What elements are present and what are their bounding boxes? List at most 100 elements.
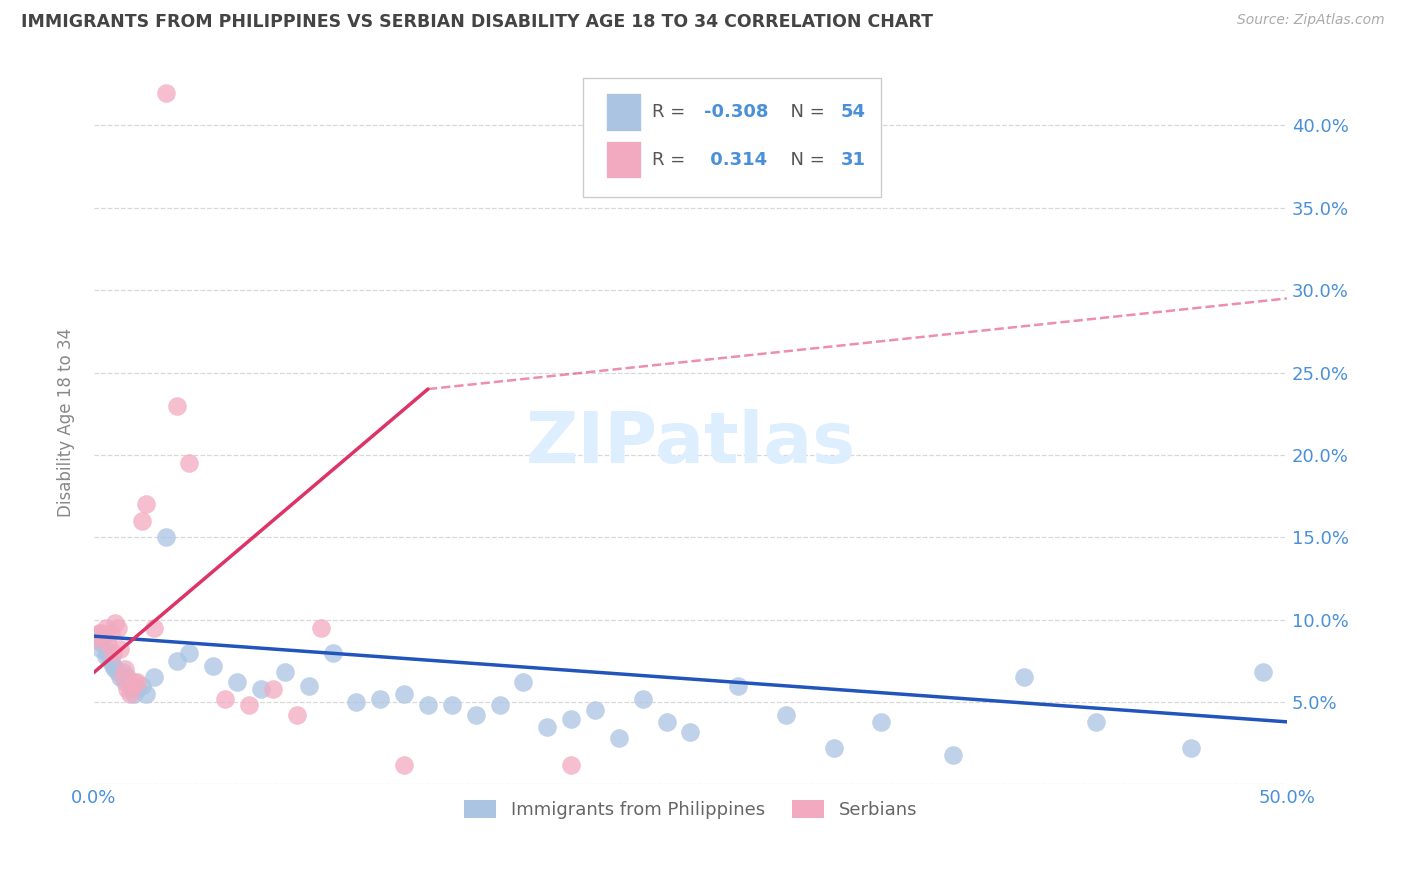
- Point: [179, 646, 201, 660]
- Point: [111, 665, 134, 680]
- Point: [155, 86, 177, 100]
- Point: [101, 658, 124, 673]
- FancyBboxPatch shape: [606, 93, 641, 130]
- Text: R =: R =: [652, 103, 692, 120]
- Point: [202, 658, 225, 673]
- Point: [142, 670, 165, 684]
- Point: [179, 456, 201, 470]
- Point: [104, 615, 127, 630]
- Text: N =: N =: [779, 103, 831, 120]
- Point: [440, 698, 463, 713]
- Text: 31: 31: [841, 151, 866, 169]
- Text: -0.308: -0.308: [704, 103, 768, 120]
- Point: [274, 665, 297, 680]
- Point: [226, 675, 249, 690]
- Point: [94, 648, 117, 663]
- FancyBboxPatch shape: [606, 141, 641, 178]
- Point: [1251, 665, 1274, 680]
- Point: [392, 757, 415, 772]
- Point: [93, 637, 115, 651]
- Point: [117, 670, 139, 684]
- Point: [344, 695, 367, 709]
- Point: [86, 632, 108, 647]
- FancyBboxPatch shape: [583, 78, 882, 197]
- Point: [238, 698, 260, 713]
- Point: [135, 687, 157, 701]
- Point: [100, 654, 122, 668]
- Point: [125, 675, 148, 690]
- Point: [727, 679, 749, 693]
- Point: [118, 687, 141, 701]
- Point: [631, 691, 654, 706]
- Point: [368, 691, 391, 706]
- Point: [87, 625, 110, 640]
- Point: [309, 621, 332, 635]
- Point: [121, 679, 143, 693]
- Point: [536, 720, 558, 734]
- Point: [107, 621, 129, 635]
- Point: [93, 629, 115, 643]
- Text: 54: 54: [841, 103, 866, 120]
- Point: [118, 679, 141, 693]
- Point: [97, 646, 120, 660]
- Point: [560, 757, 582, 772]
- Point: [117, 681, 139, 696]
- Point: [392, 687, 415, 701]
- Point: [114, 675, 136, 690]
- Point: [298, 679, 321, 693]
- Point: [679, 724, 702, 739]
- Point: [108, 670, 131, 684]
- Point: [86, 629, 108, 643]
- Point: [512, 675, 534, 690]
- Text: ZIPatlas: ZIPatlas: [526, 409, 855, 478]
- Point: [321, 646, 343, 660]
- Point: [100, 625, 122, 640]
- Point: [583, 703, 606, 717]
- Text: 0.314: 0.314: [704, 151, 766, 169]
- Point: [124, 687, 146, 701]
- Point: [111, 670, 134, 684]
- Point: [90, 642, 112, 657]
- Point: [607, 731, 630, 746]
- Point: [214, 691, 236, 706]
- Point: [416, 698, 439, 713]
- Point: [1180, 741, 1202, 756]
- Point: [114, 662, 136, 676]
- Point: [101, 646, 124, 660]
- Legend: Immigrants from Philippines, Serbians: Immigrants from Philippines, Serbians: [457, 792, 924, 826]
- Point: [166, 399, 188, 413]
- Point: [90, 625, 112, 640]
- Point: [488, 698, 510, 713]
- Point: [1084, 714, 1107, 729]
- Point: [104, 662, 127, 676]
- Point: [135, 497, 157, 511]
- Point: [97, 637, 120, 651]
- Point: [823, 741, 845, 756]
- Point: [121, 681, 143, 696]
- Point: [560, 712, 582, 726]
- Point: [942, 747, 965, 762]
- Point: [87, 634, 110, 648]
- Point: [775, 708, 797, 723]
- Text: R =: R =: [652, 151, 692, 169]
- Point: [124, 675, 146, 690]
- Text: IMMIGRANTS FROM PHILIPPINES VS SERBIAN DISABILITY AGE 18 TO 34 CORRELATION CHART: IMMIGRANTS FROM PHILIPPINES VS SERBIAN D…: [21, 13, 934, 31]
- Text: Source: ZipAtlas.com: Source: ZipAtlas.com: [1237, 13, 1385, 28]
- Point: [250, 681, 273, 696]
- Point: [870, 714, 893, 729]
- Point: [262, 681, 284, 696]
- Point: [131, 514, 153, 528]
- Point: [131, 679, 153, 693]
- Point: [1014, 670, 1036, 684]
- Point: [285, 708, 308, 723]
- Point: [155, 530, 177, 544]
- Y-axis label: Disability Age 18 to 34: Disability Age 18 to 34: [58, 327, 75, 516]
- Point: [94, 621, 117, 635]
- Point: [108, 642, 131, 657]
- Point: [107, 665, 129, 680]
- Point: [655, 714, 678, 729]
- Point: [125, 681, 148, 696]
- Text: N =: N =: [779, 151, 831, 169]
- Point: [464, 708, 486, 723]
- Point: [142, 621, 165, 635]
